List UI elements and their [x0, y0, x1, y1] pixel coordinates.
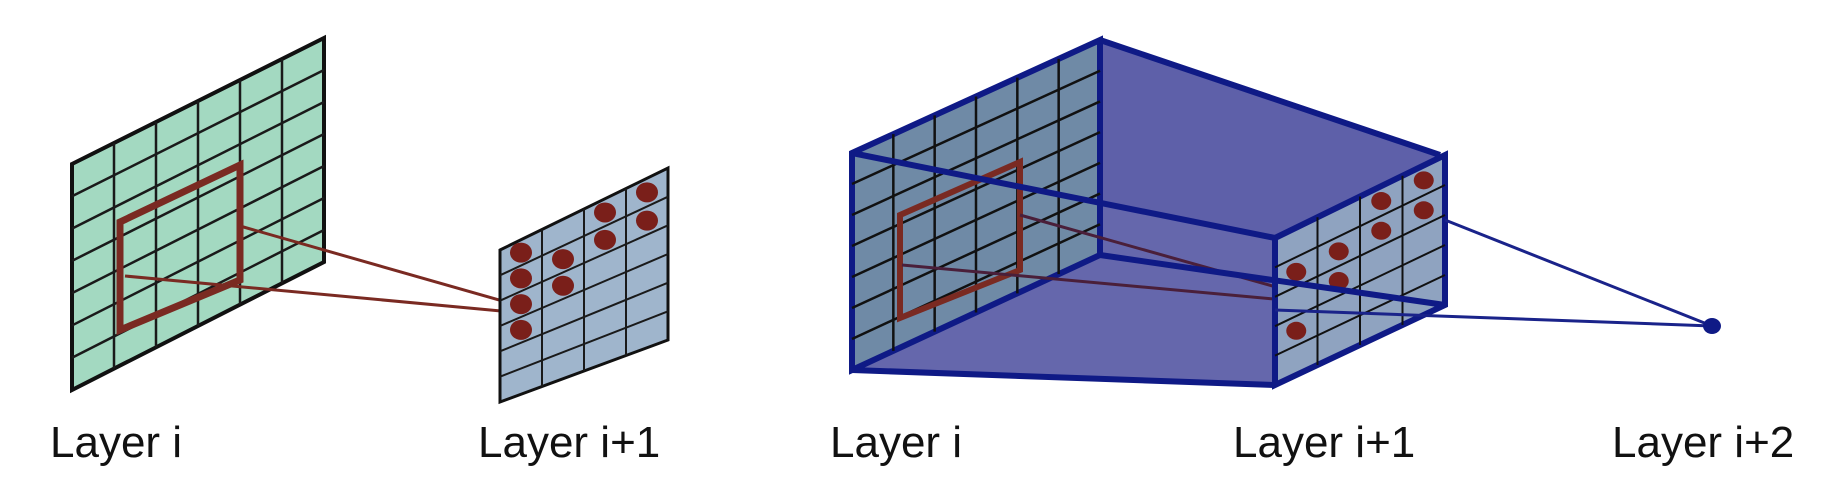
- left-target-grid-row-line: [499, 281, 669, 353]
- right-source-grid-row-line: [851, 223, 1101, 341]
- right-label-layer-i1: Layer i+1: [1233, 418, 1415, 467]
- right-target-neuron-dot: [1286, 262, 1307, 281]
- right-label-layer-i: Layer i: [830, 418, 962, 467]
- right-source-grid-row-line: [851, 192, 1101, 310]
- right-target-neuron-dot: [1286, 321, 1307, 340]
- right-source-grid-row-line: [851, 161, 1101, 279]
- left-target-grid-row-line: [499, 224, 669, 302]
- left-layer-i-grid: [70, 34, 326, 394]
- right-label-layer-i2: Layer i+2: [1612, 418, 1794, 467]
- right-i2-connection-lines: [1274, 218, 1713, 328]
- layer-i2-neuron: [1703, 318, 1721, 334]
- right-target-neuron-dot: [1371, 221, 1392, 240]
- right-target-neuron-dot: [1328, 242, 1349, 261]
- left-target-neuron-dot: [552, 275, 574, 296]
- right-target-grid-row-line: [1274, 184, 1446, 269]
- left-target-neuron-dot: [510, 294, 532, 315]
- left-panel: [70, 34, 670, 405]
- right-volume-edges: [851, 37, 1446, 388]
- right-target-neuron-dot: [1413, 171, 1434, 190]
- right-source-grid-row-line: [851, 69, 1101, 186]
- left-target-neuron-dot: [510, 268, 532, 289]
- right-target-neuron-dot: [1328, 271, 1349, 290]
- left-receptive-field: [116, 159, 244, 336]
- left-target-grid-row-line: [499, 195, 669, 277]
- left-source-grid-row-line: [71, 196, 325, 327]
- left-target-grid-row-line: [499, 310, 669, 378]
- left-label-layer-i1: Layer i+1: [478, 418, 660, 467]
- right-layer-i-grid: [849, 35, 1103, 375]
- right-target-neuron-dot: [1371, 192, 1392, 211]
- left-target-neuron-dot: [510, 242, 532, 263]
- left-source-grid-row-line: [71, 164, 325, 295]
- left-label-layer-i: Layer i: [50, 418, 182, 467]
- left-source-grid-row-line: [71, 68, 325, 198]
- left-target-grid-row-line: [499, 253, 669, 327]
- right-source-grid-row-line: [851, 131, 1101, 248]
- right-target-neuron-dot: [1413, 201, 1434, 220]
- right-target-grid-row-line: [1274, 244, 1446, 328]
- left-target-neuron-dot: [552, 249, 574, 270]
- left-target-neuron-dot: [594, 202, 616, 223]
- left-source-grid-row-line: [71, 100, 325, 230]
- left-target-neuron-dot: [594, 229, 616, 250]
- left-target-neuron-dot: [636, 182, 658, 203]
- left-target-neuron-dot: [510, 319, 532, 340]
- right-source-grid-row-line: [851, 100, 1101, 217]
- left-layer-i1-grid: [498, 165, 670, 405]
- right-target-grid-row-line: [1274, 274, 1446, 357]
- right-panel: [849, 35, 1721, 390]
- left-target-neuron-dot: [636, 210, 658, 231]
- left-source-grid-row-line: [71, 132, 325, 262]
